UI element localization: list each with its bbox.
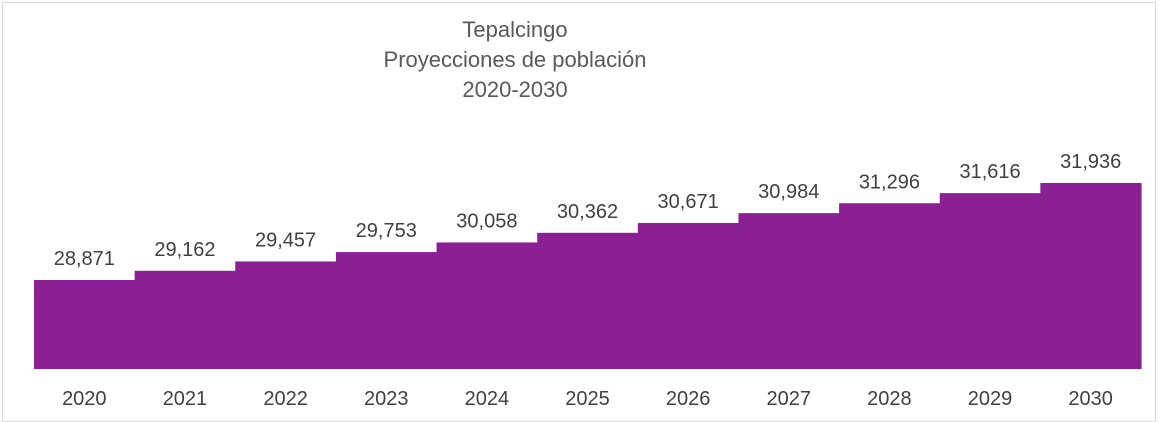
data-label-2022: 29,457 (255, 229, 316, 251)
area-step-2029 (939, 193, 1041, 369)
x-axis-ticks: 2020 2021 2022 2023 2024 2025 2026 2027 2028 2029… (62, 388, 1113, 409)
x-tick-label-2030: 2030 (1068, 388, 1113, 409)
data-labels: 28,871 29,162 29,457 29,753 30,058 30,362 30,6… (54, 151, 1122, 270)
x-tick-label-2020: 2020 (62, 388, 107, 409)
data-label-2024: 30,058 (456, 210, 517, 232)
data-label-2028: 31,296 (859, 171, 920, 193)
area-step-2020 (34, 280, 136, 369)
data-label-2025: 30,362 (557, 201, 618, 223)
area-step-2023 (335, 252, 438, 369)
x-tick-label-2024: 2024 (465, 388, 510, 409)
chart-title-line-1: Tepalcingo (462, 17, 568, 42)
data-label-2027: 30,984 (758, 181, 819, 203)
data-label-2026: 30,671 (658, 191, 719, 213)
area-step-2021 (134, 270, 236, 369)
data-label-2029: 31,616 (959, 161, 1020, 183)
area-step-2022 (235, 261, 337, 369)
area-step-2027 (738, 213, 840, 369)
x-tick-label-2028: 2028 (867, 388, 912, 409)
data-label-2030: 31,936 (1060, 151, 1121, 173)
data-label-2021: 29,162 (154, 239, 215, 261)
data-label-2023: 29,753 (356, 220, 417, 242)
area-step-2025 (537, 232, 639, 369)
x-tick-label-2029: 2029 (968, 388, 1013, 409)
x-tick-label-2023: 2023 (364, 388, 409, 409)
x-tick-label-2026: 2026 (666, 388, 711, 409)
area-step-2028 (839, 203, 941, 369)
x-tick-label-2022: 2022 (263, 388, 308, 409)
chart-title-line-2: Proyecciones de población (383, 47, 647, 72)
area-layer (34, 183, 1142, 369)
area-step-2030 (1040, 183, 1142, 369)
x-tick-label-2021: 2021 (163, 388, 208, 409)
chart-title-line-3: 2020-2030 (462, 77, 568, 102)
data-label-2020: 28,871 (54, 248, 115, 270)
x-tick-label-2025: 2025 (565, 388, 610, 409)
chart-title: Tepalcingo Proyecciones de población 202… (0, 15, 1030, 105)
chart-plot: 28,871 29,162 29,457 29,753 30,058 30,362 30,6… (34, 151, 1142, 409)
area-step-2026 (637, 223, 740, 369)
x-tick-label-2027: 2027 (767, 388, 812, 409)
area-step-2024 (436, 242, 538, 369)
